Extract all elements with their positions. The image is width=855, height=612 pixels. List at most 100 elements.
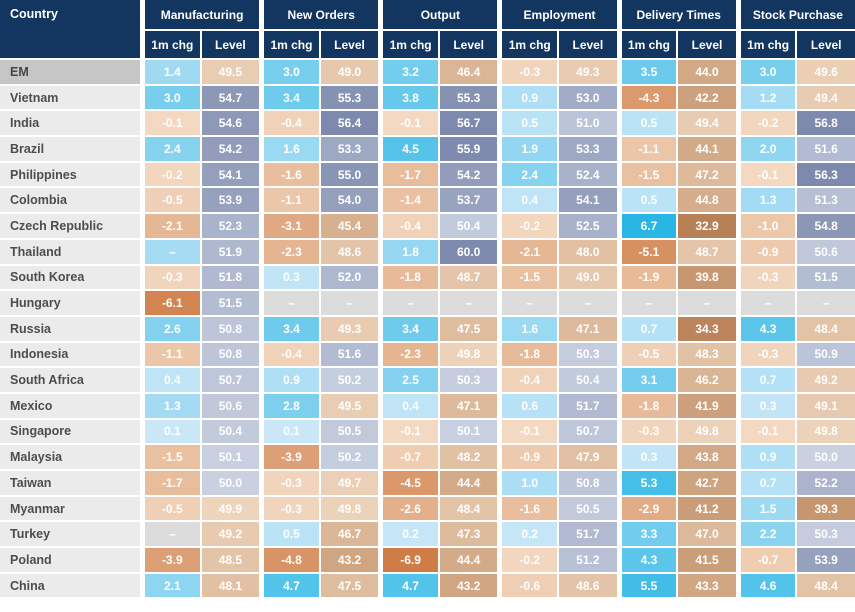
level-value-cell: 45.4 [320,214,379,238]
level-value-cell: 49.6 [797,60,855,84]
change-value-cell: 0.1 [142,419,200,444]
change-value-cell: 1.0 [499,471,558,495]
change-value-cell: -0.5 [618,342,677,367]
change-value-cell: 1.5 [737,496,796,521]
level-value-cell: 50.8 [559,471,617,495]
change-value-cell: -0.3 [737,342,796,367]
change-value-cell: -1.9 [618,265,677,290]
level-value-cell: 49.8 [797,419,855,444]
change-value-cell: -1.1 [142,342,200,367]
level-value-cell: 50.4 [201,419,260,444]
table-row: Taiwan -1.7 50.0 -0.3 49.7 -4.5 44.4 1.0 50.8 5.3… [0,471,855,495]
change-value-cell: -1.5 [142,445,200,469]
table-row: Singapore 0.1 50.4 0.1 50.5 -0.1 50.1 -0.1 50.7-… [0,419,855,444]
country-label: Russia [0,316,140,341]
table-row: Mexico 1.3 50.6 2.8 49.5 0.4 47.1 0.6 51.7 -1.8 41… [0,393,855,418]
level-value-cell: 53.7 [439,188,498,213]
change-value-cell: -1.8 [499,342,558,367]
change-value-cell: 5.5 [618,573,677,598]
table-row: Philippines -0.2 54.1 -1.6 55.0 -1.7 54.2 2.4 52… [0,162,855,187]
change-value-cell: 0.9 [499,85,558,110]
change-value-cell: 0.2 [499,522,558,547]
level-value-cell: 54.8 [797,214,855,238]
level-value-cell: 42.2 [678,85,736,110]
level-value-cell: 48.7 [439,265,498,290]
subheader-level: Level [678,31,736,58]
table-row: Thailand –51.9 -2.3 48.6 1.8 60.0 -2.1 48.0 -5.1… [0,239,855,264]
level-value-cell: 44.1 [678,137,736,161]
change-value-cell: 4.5 [380,137,438,161]
level-value-cell: 41.9 [678,393,736,418]
table-row: Russia 2.6 50.8 3.4 49.3 3.4 47.5 1.6 47.1 0.7 34.… [0,316,855,341]
level-value-cell: – [678,291,736,315]
level-value-cell: 50.1 [439,419,498,444]
change-value-cell: -1.8 [380,265,438,290]
level-value-cell: 50.3 [797,522,855,547]
change-value-cell: 0.7 [618,316,677,341]
level-value-cell: 44.0 [678,60,736,84]
change-value-cell: – [618,291,677,315]
country-label: Malaysia [0,445,140,469]
level-value-cell: 50.8 [201,316,260,341]
change-value-cell: 0.5 [618,111,677,136]
level-value-cell: 43.3 [678,573,736,598]
level-value-cell: 50.1 [201,445,260,469]
change-value-cell: -0.2 [142,162,200,187]
subheader-level: Level [201,31,260,58]
level-value-cell: 48.3 [678,342,736,367]
change-value-cell: 3.3 [618,522,677,547]
table-header: Country Manufacturing New Orders Output … [0,0,855,58]
change-value-cell: -2.6 [380,496,438,521]
level-value-cell: 50.6 [201,393,260,418]
change-value-cell: 1.4 [142,60,200,84]
level-value-cell: 54.1 [201,162,260,187]
level-value-cell: 56.3 [797,162,855,187]
level-value-cell: 49.9 [201,496,260,521]
change-value-cell: 0.5 [261,522,319,547]
change-value-cell: -0.7 [380,445,438,469]
change-value-cell: -0.4 [261,342,319,367]
subheader-level: Level [559,31,617,58]
level-value-cell: 55.0 [320,162,379,187]
level-value-cell: 53.0 [559,85,617,110]
country-label: Czech Republic [0,214,140,238]
table-row: China 2.1 48.1 4.7 47.5 4.7 43.2 -0.6 48.6 5.5 43.… [0,573,855,598]
level-value-cell: 51.5 [797,265,855,290]
sub-header-row: 1m chg Level 1m chg Level 1m chg Level 1… [0,31,855,58]
change-value-cell: -0.9 [499,445,558,469]
change-value-cell: -1.0 [737,214,796,238]
subheader-level: Level [797,31,855,58]
change-value-cell: -0.4 [380,214,438,238]
change-value-cell: 0.3 [618,445,677,469]
level-value-cell: 49.3 [320,316,379,341]
level-value-cell: 50.3 [559,342,617,367]
country-label: Hungary [0,291,140,315]
level-value-cell: – [797,291,855,315]
change-value-cell: 1.2 [737,85,796,110]
group-header-new-orders: New Orders [261,0,379,29]
level-value-cell: 44.4 [439,471,498,495]
level-value-cell: 49.8 [678,419,736,444]
change-value-cell: 1.9 [499,137,558,161]
change-value-cell: -1.4 [380,188,438,213]
country-label: India [0,111,140,136]
change-value-cell: -6.1 [142,291,200,315]
level-value-cell: 55.3 [320,85,379,110]
level-value-cell: 54.6 [201,111,260,136]
group-header-output: Output [380,0,498,29]
level-value-cell: 48.0 [559,239,617,264]
change-value-cell: -0.1 [142,111,200,136]
change-value-cell: 4.7 [380,573,438,598]
change-value-cell: -2.1 [142,214,200,238]
country-label: South Korea [0,265,140,290]
change-value-cell: 2.2 [737,522,796,547]
country-column-header: Country [0,0,140,58]
table-row: South Africa 0.4 50.7 0.9 50.2 2.5 50.3 -0.4 50.… [0,368,855,392]
level-value-cell: 50.2 [320,445,379,469]
change-value-cell: 2.4 [142,137,200,161]
level-value-cell: 48.1 [201,573,260,598]
level-value-cell: 44.4 [439,548,498,572]
level-value-cell: 55.3 [439,85,498,110]
change-value-cell: -0.1 [380,111,438,136]
table-row: Colombia -0.5 53.9 -1.1 54.0 -1.4 53.7 0.4 54.1 0… [0,188,855,213]
